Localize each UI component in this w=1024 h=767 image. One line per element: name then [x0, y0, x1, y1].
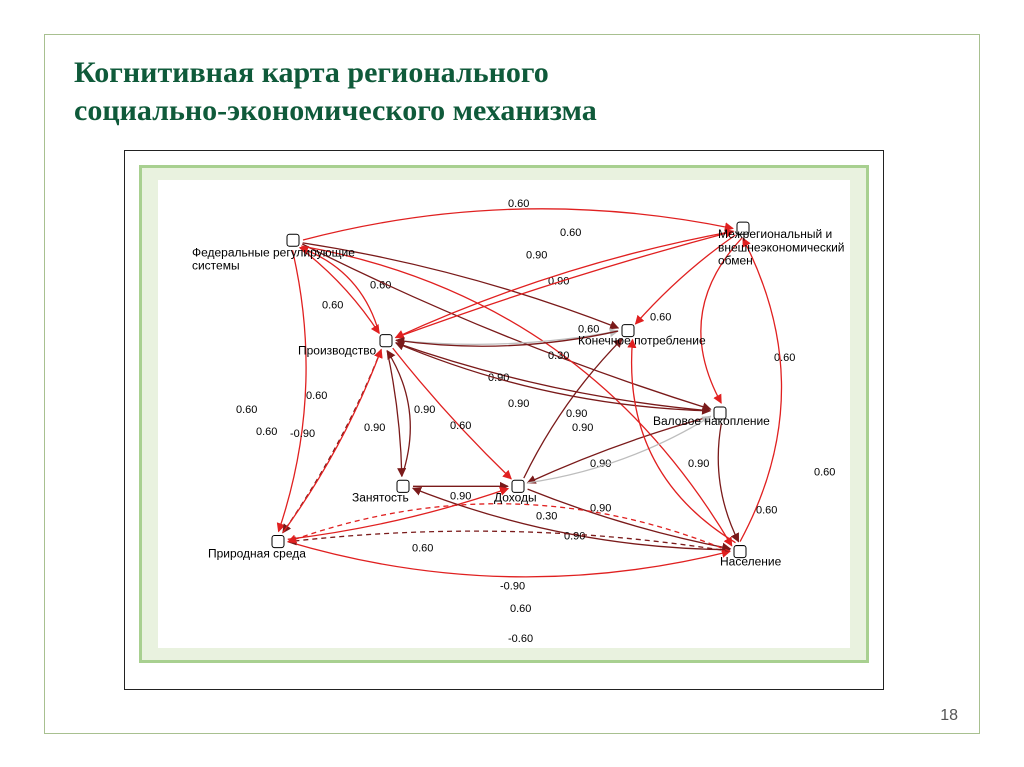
edge-label: -0.60: [508, 633, 533, 645]
edge-prod-env: [283, 350, 381, 533]
edge-label: 0.90: [526, 249, 547, 261]
edge-inc-pop: [528, 489, 731, 549]
edge-label: 0.30: [536, 510, 557, 522]
edge-label: 0.60: [774, 352, 795, 364]
node-label-env: Природная среда: [208, 547, 306, 561]
node-label-empl: Занятость: [352, 490, 409, 504]
cognitive-map-chart: 0.60 0.60 0.90 0.90 0.60 0.60 0.60 0.60 0.60 0.60…: [158, 180, 850, 648]
edge-label: 0.90: [688, 458, 709, 470]
node-label-fed: Федеральные регулирующие: [192, 245, 355, 259]
edge-label: 0.60: [236, 404, 257, 416]
edge-label: 0.60: [756, 504, 777, 516]
page-number: 18: [940, 707, 958, 725]
node-label-pop: Население: [720, 555, 782, 569]
edge-label: 0.30: [548, 350, 569, 362]
edge-label: 0.60: [650, 312, 671, 324]
title-line-2: социально-экономического механизма: [74, 94, 597, 127]
node-label-cons: Конечное потребление: [578, 334, 706, 348]
node-label-fed: системы: [192, 258, 240, 272]
edge-label: 0.90: [566, 408, 587, 420]
edge-label: 0.90: [414, 404, 435, 416]
node-label-prod: Производство: [298, 344, 376, 358]
edge-fed-ext: [303, 209, 733, 240]
edge-label: 0.60: [510, 603, 531, 615]
edge-label: 0.60: [814, 466, 835, 478]
edge-label: 0.90: [364, 422, 385, 434]
edge-pop-cons: [632, 340, 736, 543]
node-label-ext: обмен: [718, 253, 753, 267]
edge-label: 0.60: [450, 420, 471, 432]
edge-pop-ext: [740, 238, 781, 541]
edge-accum-pop: [718, 423, 738, 542]
slide-title: Когнитивная карта регионального социальн…: [74, 54, 774, 129]
node-label-accum: Валовое накопление: [653, 414, 770, 428]
network-svg: 0.60 0.60 0.90 0.90 0.60 0.60 0.60 0.60 0.60 0.60…: [158, 180, 850, 648]
edge-fed-env: [278, 250, 306, 531]
node-label-ext: Межрегиональный и: [718, 227, 832, 241]
edge-label: 0.60: [412, 543, 433, 555]
diagram-inner-frame: 0.60 0.60 0.90 0.90 0.60 0.60 0.60 0.60 0.60 0.60…: [139, 165, 869, 663]
edge-label: 0.60: [508, 198, 529, 210]
edge-fed-accum: [302, 244, 710, 409]
edge-prod-empl: [387, 351, 402, 477]
node-label-inc: Доходы: [494, 490, 537, 504]
edge-label: 0.90: [564, 531, 585, 543]
edge-label: 0.60: [560, 227, 581, 239]
edge-pop-env: [288, 504, 730, 552]
edge-label: 0.90: [488, 372, 509, 384]
edge-label: 0.60: [256, 426, 277, 438]
edge-label: 0.90: [450, 490, 471, 502]
edge-label: 0.90: [572, 422, 593, 434]
node-prod: [380, 335, 392, 347]
title-line-1: Когнитивная карта регионального: [74, 56, 549, 89]
diagram-outer-frame: 0.60 0.60 0.90 0.90 0.60 0.60 0.60 0.60 0.60 0.60…: [124, 150, 884, 690]
edge-label: 0.90: [508, 398, 529, 410]
edge-label: -0.90: [290, 428, 315, 440]
edge-env-prod: [283, 350, 381, 533]
edge-label: 0.60: [322, 300, 343, 312]
edge-prod-inc: [393, 348, 512, 479]
edge-label: 0.60: [306, 390, 327, 402]
edge-label: -0.90: [500, 581, 525, 593]
node-label-ext: внешнеэкономический: [718, 240, 845, 254]
